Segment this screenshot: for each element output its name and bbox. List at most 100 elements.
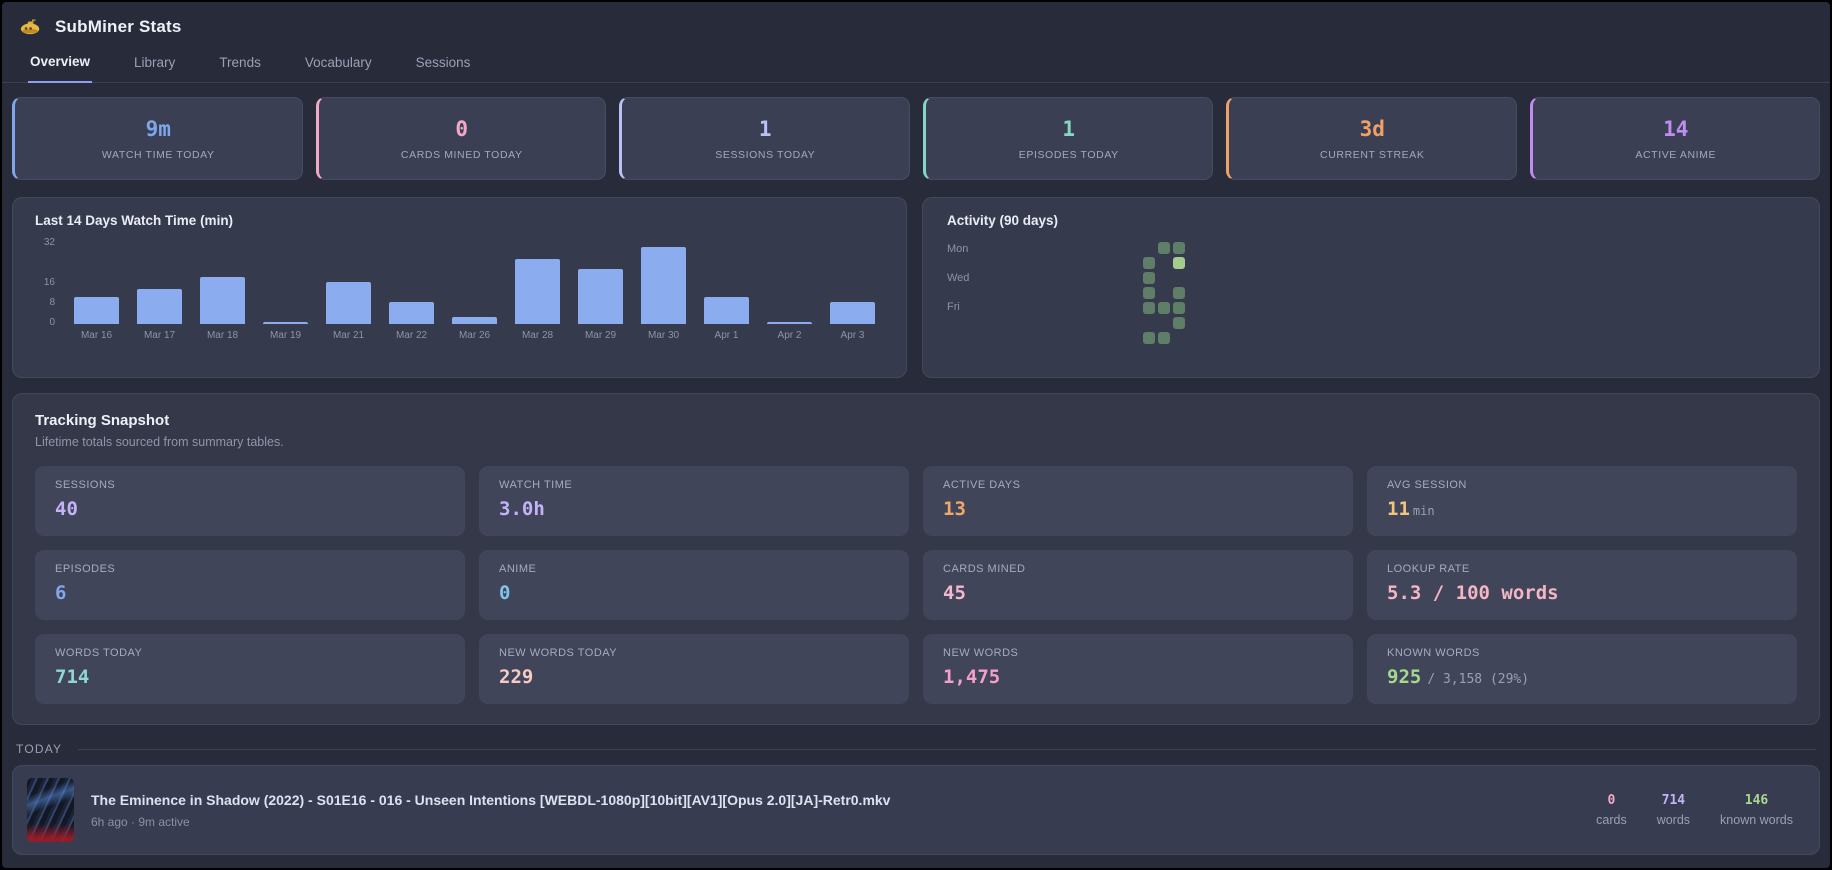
stat-value: 0 [455,116,469,141]
heat-cell[interactable] [1143,302,1155,314]
bar[interactable] [443,244,506,324]
heat-cell[interactable] [1173,317,1185,329]
stat-label: CURRENT STREAK [1320,148,1425,161]
heat-cell [1068,332,1080,344]
x-tick-label: Mar 26 [458,330,491,341]
heat-cell [1038,287,1050,299]
heat-cell [1008,317,1020,329]
heat-cell [1023,317,1035,329]
x-tick-label: Mar 18 [206,330,239,341]
stat-value: 1 [1062,116,1076,141]
today-episode-row[interactable]: The Eminence in Shadow (2022) - S01E16 -… [12,765,1820,855]
heat-cell[interactable] [1173,287,1185,299]
heat-cell [1113,332,1125,344]
heat-cell [1053,287,1065,299]
heat-cell [1068,242,1080,254]
stat-label: ACTIVE ANIME [1635,148,1717,161]
tab-trends[interactable]: Trends [219,55,261,70]
heat-cell [1068,287,1080,299]
heat-cell[interactable] [1143,332,1155,344]
heat-cell [1068,257,1080,269]
stat-label: EPISODES TODAY [1018,148,1119,161]
bar[interactable] [695,244,758,324]
page-title: SubMiner Stats [55,17,182,36]
bar[interactable] [758,244,821,324]
stat-label: CARDS MINED TODAY [400,148,523,161]
heat-cell [1053,257,1065,269]
episode-info: The Eminence in Shadow (2022) - S01E16 -… [91,792,1579,829]
bar[interactable] [128,244,191,324]
heat-cell[interactable] [1173,302,1185,314]
today-heading: TODAY [16,742,63,756]
heat-cell [1083,302,1095,314]
heat-cell[interactable] [1158,302,1170,314]
bar[interactable] [569,244,632,324]
snapshot-cell-lookup-rate: LOOKUP RATE 5.3 / 100 words [1367,550,1797,620]
bar[interactable] [380,244,443,324]
chart-title: Last 14 Days Watch Time (min) [35,213,234,228]
heat-cell [1038,332,1050,344]
stat-card-sessions: 1 SESSIONS TODAY [619,97,910,180]
heat-cell [1158,272,1170,284]
bar[interactable] [191,244,254,324]
stat-label: SESSIONS TODAY [715,148,816,161]
episode-title: The Eminence in Shadow (2022) - S01E16 -… [91,791,891,808]
heat-cell[interactable] [1143,272,1155,284]
tab-library[interactable]: Library [134,55,176,70]
tab-sessions[interactable]: Sessions [415,55,471,70]
heat-cell [1038,242,1050,254]
heat-cell [1158,317,1170,329]
heat-cell [1173,272,1185,284]
bar[interactable] [317,244,380,324]
heat-cell [1128,302,1140,314]
divider [78,748,1816,750]
heat-cell [1143,317,1155,329]
snapshot-value: 13 [943,498,966,520]
heat-cell [1038,257,1050,269]
snapshot-subtitle: Lifetime totals sourced from summary tab… [35,435,284,449]
heat-cell [1008,242,1020,254]
tab-vocabulary[interactable]: Vocabulary [304,55,372,70]
tab-overview[interactable]: Overview [28,45,93,83]
heat-cell [1053,242,1065,254]
heat-cell [1098,242,1110,254]
heat-cell[interactable] [1158,332,1170,344]
bar[interactable] [632,244,695,324]
snapshot-label: NEW WORDS TODAY [499,647,618,659]
bar[interactable] [65,244,128,324]
heat-cell [1008,257,1020,269]
stat-value: 1 [758,116,772,141]
snapshot-value: 714 [55,666,90,688]
heat-cell[interactable] [1158,242,1170,254]
bar[interactable] [254,244,317,324]
bar[interactable] [821,244,884,324]
y-tick-label: 0 [49,317,55,328]
heat-cell[interactable] [1173,257,1185,269]
snapshot-cell-avg-session: AVG SESSION 11 min [1367,466,1797,536]
heat-cell [1038,302,1050,314]
stat-card-streak: 3d CURRENT STREAK [1226,97,1517,180]
stat-label: WATCH TIME TODAY [101,148,215,161]
snapshot-value: 40 [55,498,78,520]
stat-card-episodes: 1 EPISODES TODAY [922,97,1213,180]
heat-cell [993,287,1005,299]
snapshot-value: 45 [943,582,966,604]
snapshot-cell-watch-time: WATCH TIME 3.0h [479,466,909,536]
heat-cell[interactable] [1143,287,1155,299]
heat-cell[interactable] [1173,242,1185,254]
tab-bar: Overview Library Trends Vocabulary Sessi… [2,42,1830,83]
heat-cell [1053,272,1065,284]
x-tick-label: Mar 28 [521,330,554,341]
heat-cell [1023,272,1035,284]
heat-cell [1128,257,1140,269]
heat-cell [993,242,1005,254]
bar[interactable] [506,244,569,324]
activity-heatmap-card: Activity (90 days) Mon Wed Fri [922,197,1820,378]
heat-cell [1098,272,1110,284]
heat-cell [1173,332,1185,344]
heat-cell[interactable] [1143,257,1155,269]
heat-cell [1128,317,1140,329]
heat-cell [1023,257,1035,269]
snapshot-label: SESSIONS [55,479,116,491]
